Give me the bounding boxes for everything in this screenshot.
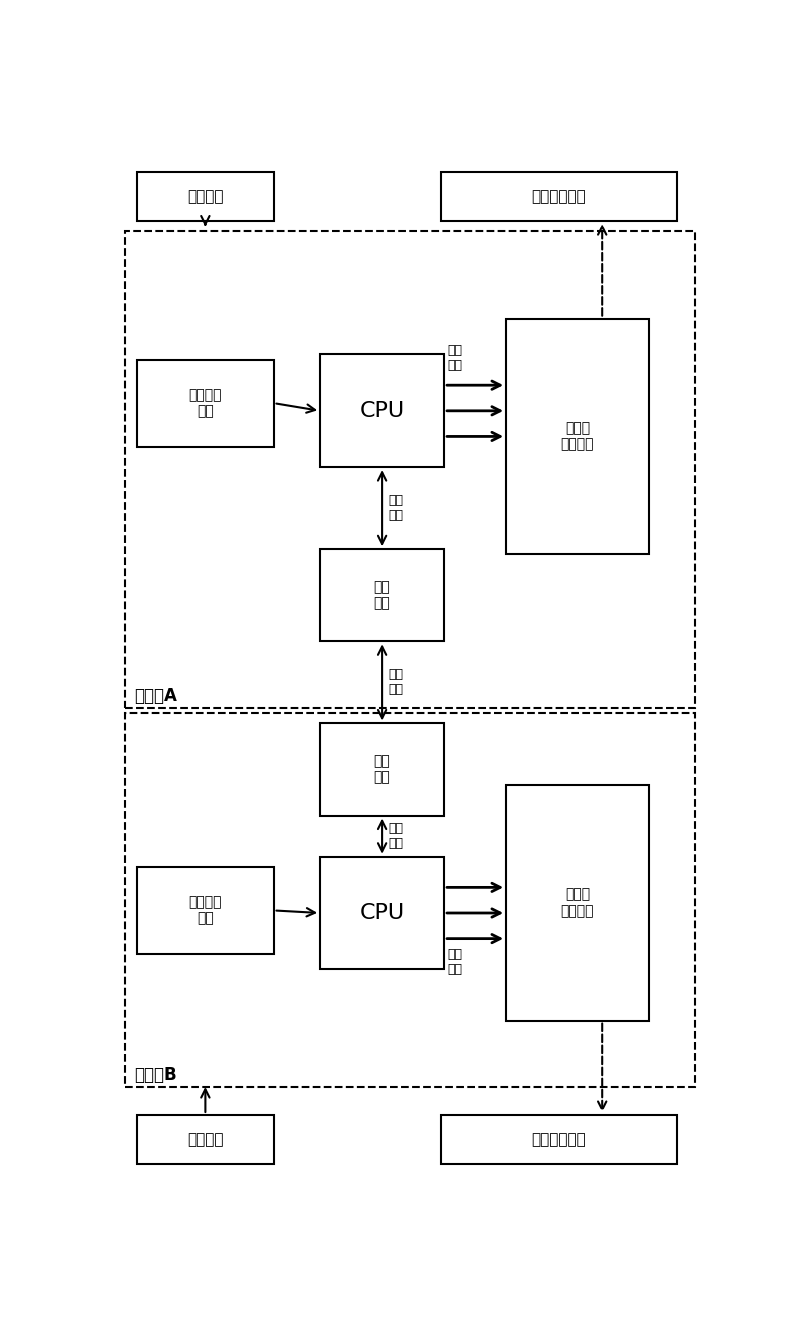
Bar (441, 1115, 677, 1165)
Text: 控制
总线: 控制 总线 (447, 948, 462, 976)
Bar (138, 866, 274, 954)
Text: 保护器A: 保护器A (134, 687, 177, 705)
Bar (320, 857, 444, 969)
Bar (320, 724, 444, 816)
Bar (138, 359, 274, 447)
Text: 开关电源: 开关电源 (187, 1131, 224, 1147)
Bar (125, 713, 695, 1087)
Text: 串口
芯片: 串口 芯片 (374, 580, 390, 611)
Text: 串口
通信: 串口 通信 (388, 668, 403, 696)
Bar (506, 785, 649, 1021)
Bar (125, 232, 695, 708)
Bar (320, 550, 444, 642)
Text: 开关电源: 开关电源 (187, 189, 224, 204)
Text: CPU: CPU (359, 401, 405, 421)
Text: CPU: CPU (359, 902, 405, 922)
Bar (138, 172, 274, 221)
Text: 串口
芯片: 串口 芯片 (374, 755, 390, 784)
Bar (506, 318, 649, 554)
Text: 保护器B: 保护器B (134, 1066, 177, 1085)
Text: 二次控制回路: 二次控制回路 (531, 1131, 586, 1147)
Text: 电流采样
电路: 电流采样 电路 (189, 389, 222, 418)
Bar (441, 172, 677, 221)
Bar (320, 354, 444, 467)
Text: 通讯
总线: 通讯 总线 (388, 494, 403, 522)
Text: 通讯
总线: 通讯 总线 (388, 823, 403, 851)
Text: 继电器
控制电路: 继电器 控制电路 (561, 888, 594, 918)
Text: 电流采样
电路: 电流采样 电路 (189, 896, 222, 925)
Bar (138, 1115, 274, 1165)
Text: 继电器
控制电路: 继电器 控制电路 (561, 422, 594, 451)
Text: 二次控制回路: 二次控制回路 (531, 189, 586, 204)
Text: 控制
总线: 控制 总线 (447, 343, 462, 371)
